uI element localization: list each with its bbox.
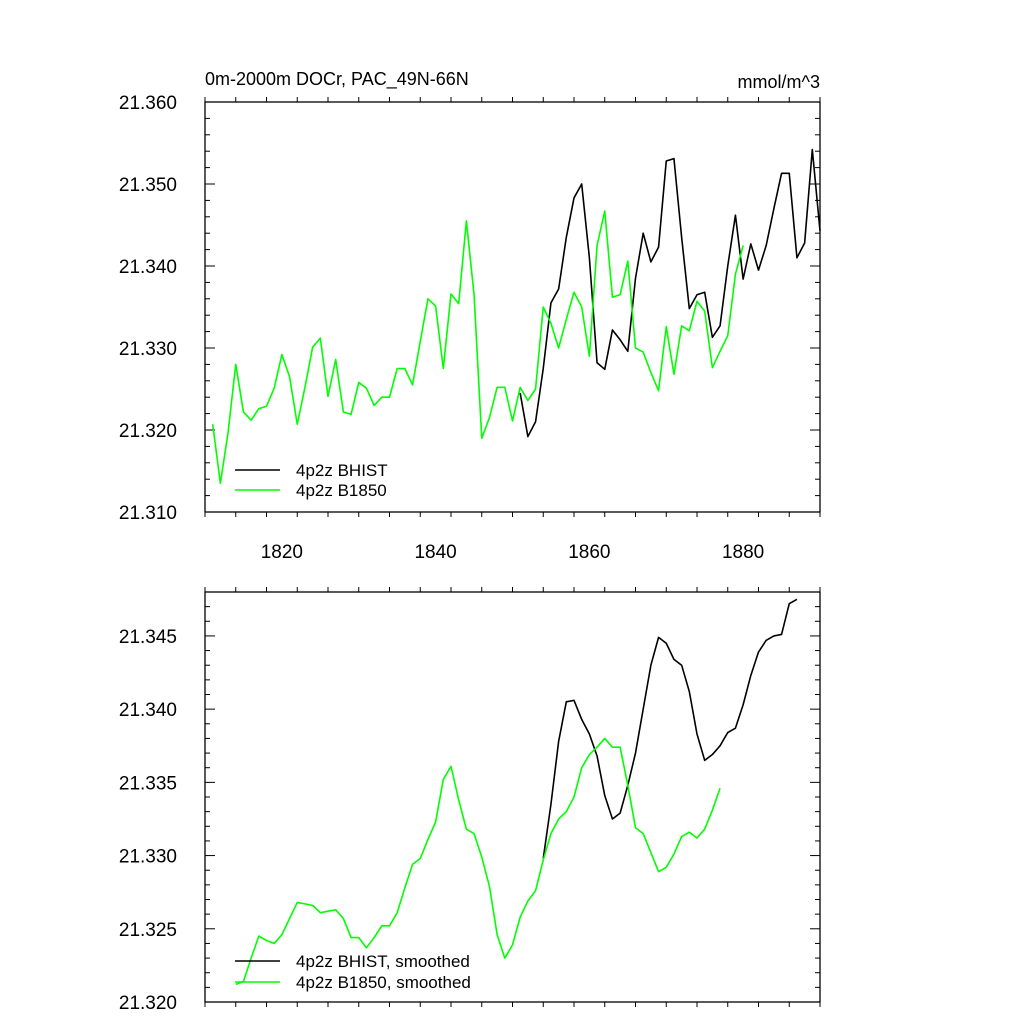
y-tick-label: 21.340 [119,257,177,278]
top-chart-panel: 0m-2000m DOCr, PAC_49N-66N mmol/m^3 1820… [119,69,821,563]
top-plot-frame [204,101,821,513]
top-x-tick-labels: 1820 1840 1860 1880 [261,542,765,563]
top-series-group [211,148,821,485]
legend-label-bhist-smoothed: 4p2z BHIST, smoothed [296,952,470,971]
x-tick-label: 1880 [722,542,764,563]
units-label: mmol/m^3 [738,72,820,92]
bottom-y-tick-labels: 21.320 21.325 21.330 21.335 21.340 21.345 [119,627,177,1014]
bottom-legend: 4p2z BHIST, smoothed 4p2z B1850, smoothe… [235,952,471,992]
top-axis-ticks [204,97,821,517]
top-legend: 4p2z BHIST 4p2z B1850 [235,461,388,500]
x-tick-label: 1820 [261,542,303,563]
top-y-tick-labels: 21.310 21.320 21.330 21.340 21.350 21.360 [119,93,177,524]
y-tick-label: 21.335 [119,773,177,794]
y-tick-label: 21.325 [119,920,177,941]
x-tick-label: 1840 [414,542,456,563]
y-tick-label: 21.320 [119,421,177,442]
legend-label-b1850: 4p2z B1850 [296,481,387,500]
x-tick-label: 1860 [568,542,610,563]
legend-label-bhist: 4p2z BHIST [296,461,388,480]
legend-label-b1850-smoothed: 4p2z B1850, smoothed [296,973,471,992]
y-tick-label: 21.330 [119,847,177,868]
series-line-4p2z-bhist-smoothed [542,598,798,859]
y-tick-label: 21.345 [119,627,177,648]
chart-title: 0m-2000m DOCr, PAC_49N-66N [205,69,469,90]
bottom-chart-panel: 21.320 21.325 21.330 21.335 21.340 21.345 4p2… [119,587,821,1014]
y-tick-label: 21.330 [119,339,177,360]
y-tick-label: 21.350 [119,175,177,196]
y-tick-label: 21.340 [119,700,177,721]
series-line-4p2z-b1850-smoothed [235,737,721,986]
y-tick-label: 21.360 [119,93,177,114]
series-line-4p2z-bhist [519,148,821,438]
y-tick-label: 21.320 [119,993,177,1014]
y-tick-label: 21.310 [119,503,177,524]
bottom-plot-frame [204,591,821,1003]
bottom-series-group [235,598,798,986]
series-line-4p2z-b1850 [211,210,744,485]
